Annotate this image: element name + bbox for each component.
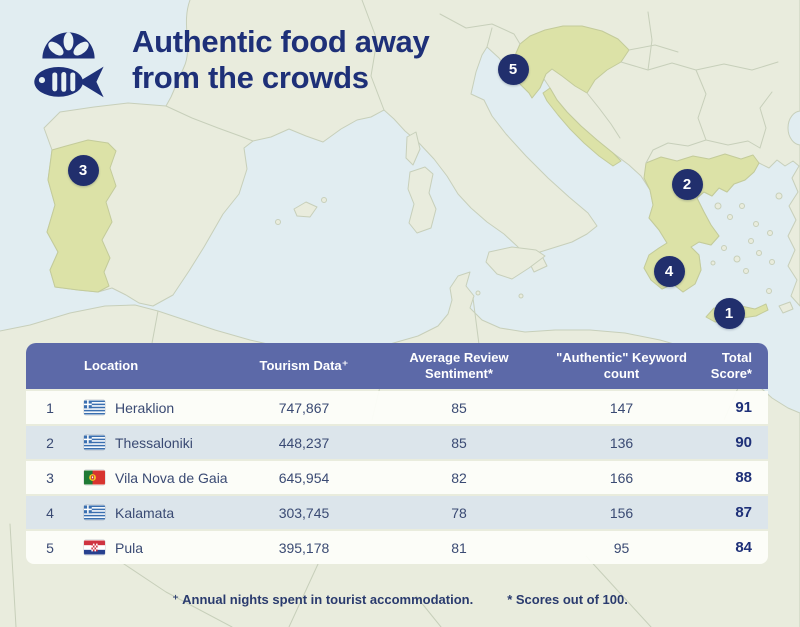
map-marker-pula: 5 — [497, 53, 529, 85]
location-cell: Thessaloniki — [74, 435, 229, 451]
greece-flag-icon — [84, 435, 105, 450]
footnote-scores: * Scores out of 100. — [507, 592, 628, 607]
croatia-dalmatia-highlight — [542, 87, 622, 167]
marker-number: 5 — [508, 60, 518, 78]
location-name: Vila Nova de Gaia — [115, 469, 228, 486]
rank-cell: 5 — [46, 539, 54, 556]
rank-cell: 1 — [46, 399, 54, 416]
sentiment-cell: 85 — [451, 399, 467, 416]
rank-cell: 2 — [46, 434, 54, 451]
keyword-count-cell: 156 — [609, 504, 634, 521]
total-score-cell: 90 — [735, 434, 752, 451]
sentiment-cell: 82 — [451, 469, 467, 486]
total-score-cell: 84 — [735, 539, 752, 556]
table-row-heraklion: 1 Heraklion 747,867 85 147 91 — [26, 391, 768, 424]
marker-number: 3 — [78, 161, 88, 179]
greece-flag-icon — [84, 400, 105, 415]
page-title: Authentic food away from the crowds — [132, 24, 430, 96]
portugal-highlight — [46, 139, 117, 293]
table-body: 1 Heraklion 747,867 85 147 91 2 Thessaloniki 448… — [26, 391, 768, 564]
keyword-column-header: "Authentic" Keyword count — [556, 349, 687, 381]
location-name: Thessaloniki — [115, 434, 193, 451]
map-marker-kalamata: 4 — [653, 255, 685, 287]
sentiment-cell: 85 — [451, 434, 467, 451]
table-row-vila-nova-de-gaia: 3 Vila Nova de Gaia 645,954 82 166 88 — [26, 461, 768, 494]
marker-number: 1 — [724, 304, 734, 322]
score-column-header: Total Score* — [710, 349, 752, 381]
sentiment-cell: 78 — [451, 504, 467, 521]
greece-flag-icon — [84, 505, 105, 520]
keyword-count-cell: 147 — [609, 399, 634, 416]
location-name: Heraklion — [115, 399, 175, 416]
map-marker-heraklion: 1 — [713, 297, 745, 329]
total-score-cell: 88 — [735, 469, 752, 486]
croatia-flag-icon — [84, 540, 105, 555]
location-column-header: Location — [84, 357, 139, 373]
location-cell: Pula — [74, 540, 229, 556]
sentiment-cell: 81 — [451, 539, 467, 556]
sentiment-column-header: Average Review Sentiment* — [409, 349, 509, 381]
total-score-cell: 87 — [735, 504, 752, 521]
portugal-flag-icon — [84, 470, 105, 485]
keyword-count-cell: 95 — [613, 539, 630, 556]
islands — [275, 131, 794, 314]
lemon-fish-icon — [34, 32, 104, 98]
title-block: Authentic food away from the crowds — [28, 24, 430, 100]
location-name: Kalamata — [115, 504, 175, 521]
location-cell: Heraklion — [74, 400, 229, 416]
marker-number: 2 — [682, 175, 692, 193]
map-marker-thessaloniki: 2 — [671, 168, 703, 200]
page-title-line2: from the crowds — [132, 59, 369, 95]
page-title-line1: Authentic food away — [132, 24, 430, 59]
tourism-column-header: Tourism Data⁺ — [259, 357, 349, 373]
tourism-data-cell: 747,867 — [278, 399, 330, 416]
rank-cell: 3 — [46, 469, 54, 486]
location-cell: Vila Nova de Gaia — [74, 470, 229, 486]
table-row-thessaloniki: 2 Thessaloniki 448,237 85 136 90 — [26, 426, 768, 459]
footnotes: ⁺ Annual nights spent in tourist accommo… — [0, 592, 800, 608]
rankings-table: Location Tourism Data⁺ Average Review Se… — [26, 343, 768, 564]
total-score-cell: 91 — [735, 399, 752, 416]
tourism-data-cell: 303,745 — [278, 504, 330, 521]
keyword-count-cell: 166 — [609, 469, 634, 486]
tourism-data-cell: 395,178 — [278, 539, 330, 556]
location-cell: Kalamata — [74, 505, 229, 521]
table-row-kalamata: 4 Kalamata 303,745 78 156 87 — [26, 496, 768, 529]
tourism-data-cell: 448,237 — [278, 434, 330, 451]
table-row-pula: 5 Pula 395,178 81 95 84 — [26, 531, 768, 564]
marmara-sea — [787, 110, 800, 146]
table-header: Location Tourism Data⁺ Average Review Se… — [26, 343, 768, 389]
footnote-tourism: ⁺ Annual nights spent in tourist accommo… — [172, 592, 474, 607]
map-marker-vila-nova-de-gaia: 3 — [67, 154, 99, 186]
tourism-data-cell: 645,954 — [278, 469, 330, 486]
rank-cell: 4 — [46, 504, 54, 521]
marker-number: 4 — [664, 262, 674, 280]
keyword-count-cell: 136 — [609, 434, 634, 451]
location-name: Pula — [115, 539, 144, 556]
